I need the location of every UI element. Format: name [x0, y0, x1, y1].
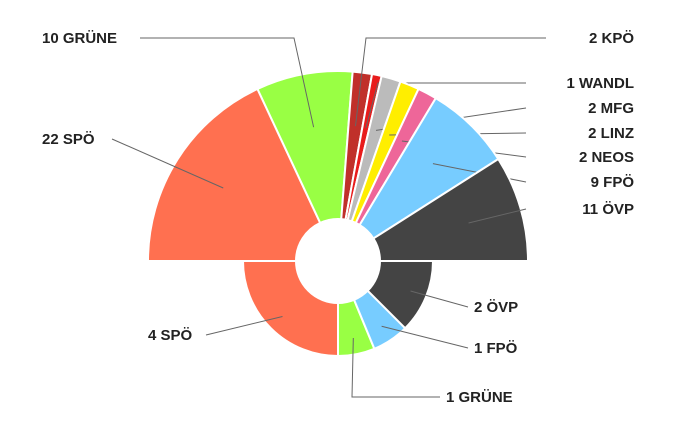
slice-label-fpoe: 1 FPÖ: [474, 340, 518, 357]
leader-line-fpoe: [381, 325, 469, 349]
slice-lower-oevp: [366, 260, 435, 330]
leader-line-wandl: [365, 82, 526, 129]
slice-label-fpoe: 9 FPÖ: [591, 174, 635, 191]
slice-label-kpoe: 2 KPÖ: [589, 30, 634, 47]
leader-line-spoe: [111, 138, 224, 189]
slice-label-gruene: 1 GRÜNE: [446, 389, 513, 406]
slice-upper-oevp: [372, 157, 530, 262]
slice-label-wandl: 1 WANDL: [567, 75, 635, 92]
leader-line-oevp: [468, 208, 527, 224]
leader-line-kpoe: [354, 37, 546, 127]
slice-label-linz: 2 LINZ: [588, 125, 634, 142]
slice-label-mfg: 2 MFG: [588, 100, 634, 117]
slice-label-oevp: 11 ÖVP: [582, 201, 634, 218]
slice-label-oevp: 2 ÖVP: [474, 299, 518, 316]
leader-line-oevp: [410, 290, 469, 308]
slice-lower-spoe: [241, 260, 339, 358]
slice-label-gruene: 10 GRÜNE: [42, 30, 117, 47]
slice-label-neos: 2 NEOS: [579, 149, 634, 166]
leader-line-gruene: [140, 37, 315, 128]
slice-label-spoe: 22 SPÖ: [42, 131, 95, 148]
leader-line-spoe: [205, 316, 283, 336]
leader-line-gruene: [351, 337, 440, 398]
slice-label-spoe: 4 SPÖ: [148, 327, 193, 344]
